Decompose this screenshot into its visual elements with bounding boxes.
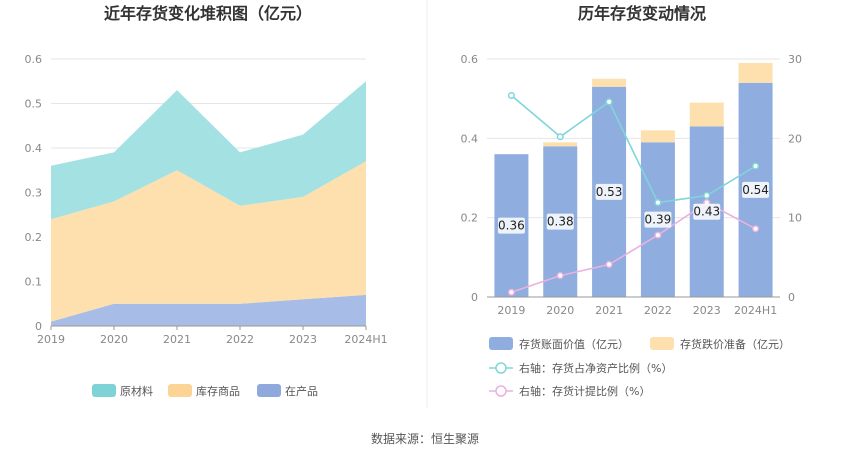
right-legend: 存货账面价值（亿元） 存货跌价准备（亿元） 右轴：存货占净资产比例（%） 右轴：存货计…: [489, 337, 790, 398]
right-y-tick-label: 0: [471, 291, 478, 304]
left-y-tick-label: 0.1: [25, 276, 43, 289]
right-bars: [487, 62, 780, 298]
bar-label-bg: [546, 213, 574, 230]
right-legend-swatch: [489, 337, 513, 350]
left-x-tick-label: 2024H1: [344, 333, 387, 346]
line-point: [654, 231, 662, 239]
left-y-tick-label: 0.4: [25, 142, 43, 155]
right-x-tick-label: 2021: [595, 304, 623, 317]
bar-segment: [738, 62, 773, 83]
right-bar-labels: 0.36 0.38 0.53 0.39 0.43 0.54: [497, 181, 770, 234]
right-y-axis-left: 0 0.2 0.4 0.6: [461, 53, 479, 304]
right-y2-tick-label: 30: [788, 53, 802, 66]
line-point: [556, 133, 564, 141]
left-y-axis: 0 0.1 0.2 0.3 0.4 0.5 0.6: [25, 53, 43, 333]
left-legend-label: 在产品: [285, 384, 318, 398]
left-x-tick-label: 2021: [163, 333, 191, 346]
right-y2-tick-label: 20: [788, 132, 802, 145]
right-y-tick-label: 0.2: [461, 212, 479, 225]
right-legend-marker: [495, 385, 507, 397]
bar-label-bg: [693, 203, 721, 220]
right-x-tick-label: 2023: [693, 304, 721, 317]
left-x-tick-label: 2020: [100, 333, 128, 346]
area-在产品: [51, 294, 366, 326]
source-text: 数据来源：恒生聚源: [371, 431, 479, 446]
right-legend-swatch: [650, 337, 674, 350]
right-x-tick-label: 2020: [546, 304, 574, 317]
right-x-tick-label: 2019: [497, 304, 525, 317]
right-legend-label: 右轴：存货占净资产比例（%）: [519, 361, 672, 375]
left-x-tick-label: 2023: [289, 333, 317, 346]
line-point: [605, 98, 613, 106]
left-y-tick-label: 0.6: [25, 53, 43, 66]
right-legend-marker: [495, 362, 507, 374]
stacked-area-chart: 近年存货变化堆积图（亿元） 00.10.20.30.40.50.6 2019 20…: [25, 4, 388, 398]
bar-value-label: 0.36: [498, 219, 525, 233]
bar-label-bg: [497, 217, 525, 234]
right-legend-label: 存货账面价值（亿元）: [519, 337, 629, 351]
bar-value-label: 0.43: [693, 205, 720, 219]
area-原材料: [51, 81, 366, 220]
right-legend-label: 右轴：存货计提比例（%）: [519, 384, 650, 398]
left-y-tick-label: 0: [35, 320, 42, 333]
area-库存商品: [51, 161, 366, 322]
right-legend-label: 存货跌价准备（亿元）: [680, 337, 790, 351]
line-series: [510, 94, 757, 204]
left-x-tick-label: 2019: [37, 333, 65, 346]
bar-value-label: 0.39: [645, 213, 672, 227]
line-point: [605, 260, 613, 269]
left-areas: [51, 81, 366, 327]
left-y-tick-label: 0.2: [25, 231, 43, 244]
right-y-tick-label: 0.6: [461, 53, 479, 66]
bar-segment: [592, 78, 627, 87]
line-point: [507, 288, 515, 296]
right-x-axis: 2019 2020 2021 2022 2023 2024H1: [497, 304, 777, 317]
left-x-tick-label: 2022: [226, 333, 254, 346]
left-legend-label: 库存商品: [196, 384, 240, 398]
right-x-tick-label: 2022: [644, 304, 672, 317]
line-point: [752, 225, 760, 233]
right-chart-title: 历年存货变动情况: [578, 4, 706, 23]
right-y2-tick-label: 0: [788, 291, 795, 304]
bar-label-bg: [595, 183, 623, 200]
right-x-tick-label: 2024H1: [734, 304, 777, 317]
line-point: [507, 91, 515, 100]
bar-value-label: 0.53: [596, 185, 623, 199]
bar-value-label: 0.54: [742, 183, 769, 197]
line-point: [703, 191, 711, 200]
left-legend-swatch: [92, 384, 116, 397]
left-chart-title: 近年存货变化堆积图（亿元）: [104, 4, 312, 23]
right-y-tick-label: 0.4: [461, 132, 479, 145]
bar-label-bg: [644, 211, 672, 228]
left-y-tick-label: 0.3: [25, 187, 43, 200]
right-y2-tick-label: 10: [788, 212, 802, 225]
left-y-tick-label: 0.5: [25, 98, 43, 111]
left-legend-swatch: [168, 384, 192, 397]
left-legend-swatch: [257, 384, 281, 397]
bar-segment: [640, 130, 675, 143]
bar-segment: [543, 142, 578, 147]
bar-label-bg: [742, 181, 770, 198]
bar-line-chart: 历年存货变动情况 0.36 0.38 0.53 0.39 0.43 0.54 0 0.2 0.…: [461, 4, 803, 398]
line-point: [556, 272, 564, 280]
left-x-axis: 2019 2020 2021 2022 2023 2024H1: [37, 326, 388, 346]
bar-value-label: 0.38: [547, 215, 574, 229]
bar-segment: [689, 102, 724, 127]
right-y-axis-right: 0 10 20 30: [788, 53, 802, 304]
left-legend-label: 原材料: [120, 384, 153, 398]
line-point: [752, 162, 760, 170]
left-legend: 原材料 库存商品 在产品: [92, 384, 318, 398]
line-point: [654, 199, 662, 207]
